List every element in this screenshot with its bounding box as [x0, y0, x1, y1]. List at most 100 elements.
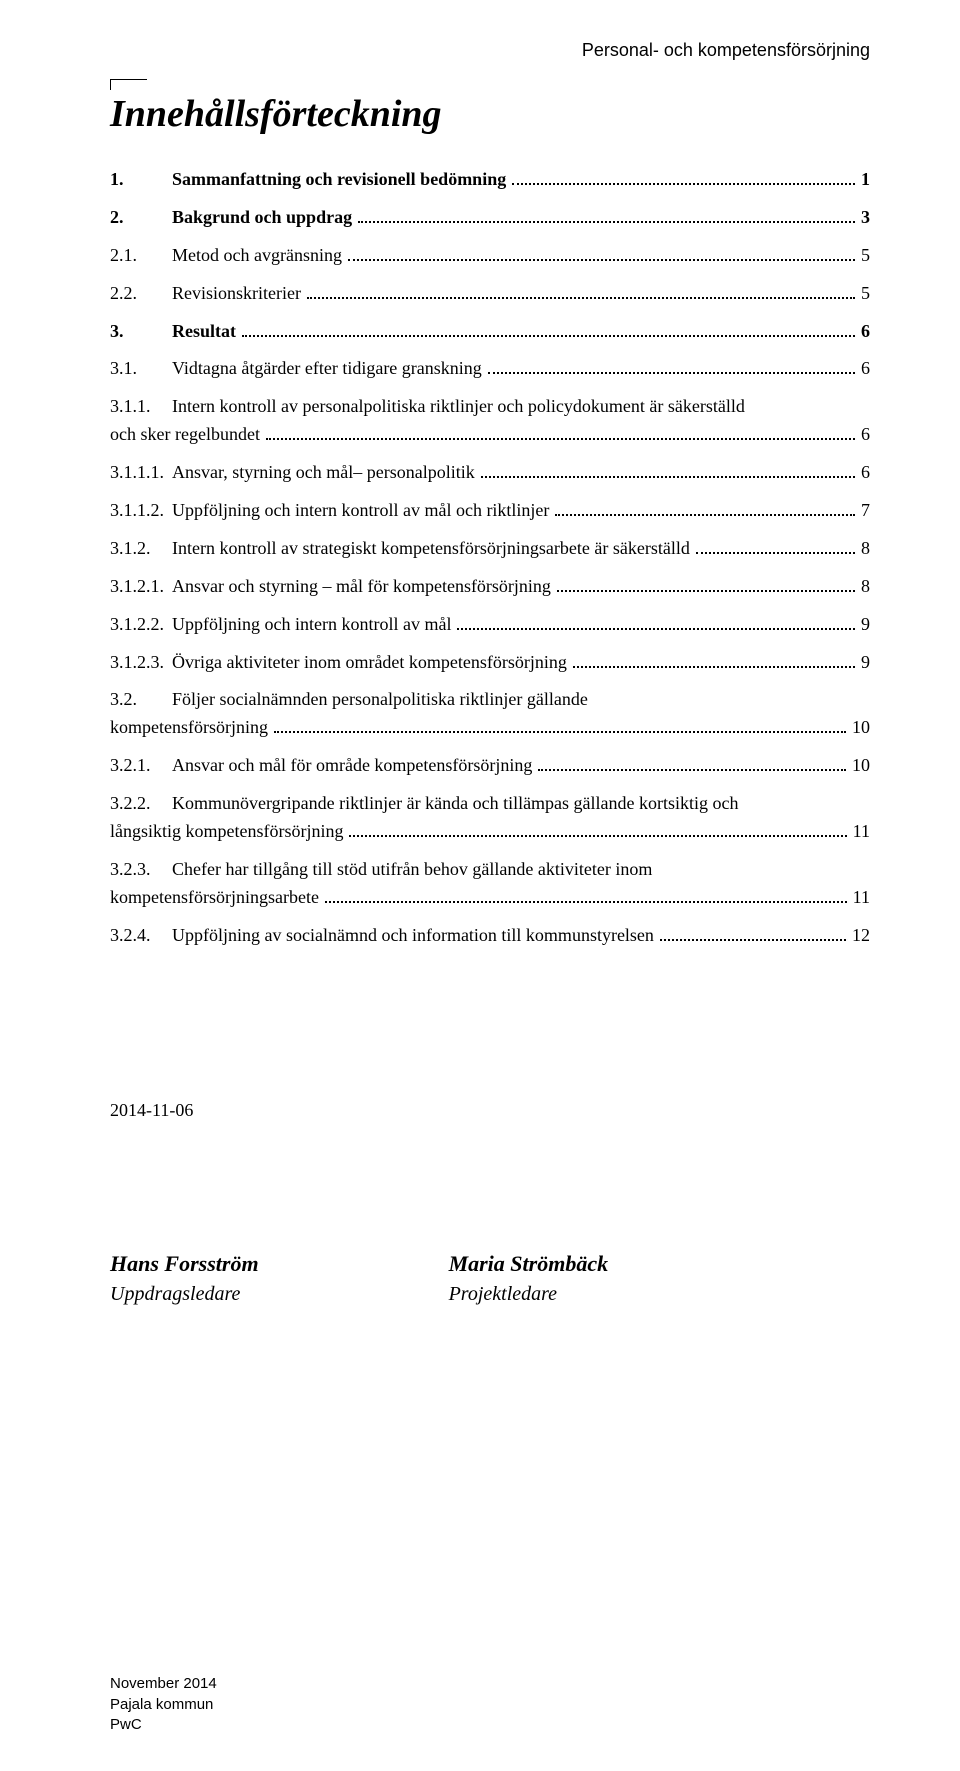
- toc-page-number: 6: [861, 421, 870, 449]
- document-date: 2014-11-06: [110, 1100, 870, 1121]
- toc-number: 3.2.2.: [110, 790, 172, 818]
- header-right: Personal- och kompetensförsörjning: [110, 40, 870, 61]
- toc-label: Uppföljning av socialnämnd och informati…: [172, 922, 654, 950]
- toc-leader-dots: [348, 258, 855, 261]
- toc-line: 3.1.2.2.Uppföljning och intern kontroll …: [110, 611, 870, 639]
- toc-entry: 2.Bakgrund och uppdrag3: [110, 204, 870, 232]
- toc-label: kompetensförsörjningsarbete: [110, 884, 319, 912]
- toc-line: 3.2.2.Kommunövergripande riktlinjer är k…: [110, 790, 870, 818]
- toc-leader-dots: [325, 900, 847, 903]
- toc-number: 1.: [110, 166, 172, 194]
- toc-page-number: 5: [861, 280, 870, 308]
- toc-page-number: 10: [852, 714, 870, 742]
- toc-entry: 3.1.2.Intern kontroll av strategiskt kom…: [110, 535, 870, 563]
- toc-page-number: 8: [861, 535, 870, 563]
- toc-entry: 3.1.2.3.Övriga aktiviteter inom området …: [110, 649, 870, 677]
- toc-line: 3.2.1.Ansvar och mål för område kompeten…: [110, 752, 870, 780]
- toc-entry: 3.1.Vidtagna åtgärder efter tidigare gra…: [110, 355, 870, 383]
- toc-label: Intern kontroll av strategiskt kompetens…: [172, 535, 690, 563]
- toc-label: Ansvar och mål för område kompetensförsö…: [172, 752, 532, 780]
- toc-number: 3.1.2.2.: [110, 611, 172, 639]
- page-footer: November 2014 Pajala kommun PwC: [110, 1674, 217, 1735]
- toc-line: 3.1.2.Intern kontroll av strategiskt kom…: [110, 535, 870, 563]
- toc-label: Bakgrund och uppdrag: [172, 204, 352, 232]
- toc-line: 3.1.1.1.Ansvar, styrning och mål– person…: [110, 459, 870, 487]
- toc-page-number: 11: [853, 884, 870, 912]
- toc-page-number: 11: [853, 818, 870, 846]
- toc-label: Övriga aktiviteter inom området kompeten…: [172, 649, 567, 677]
- toc-entry: 3.1.1.Intern kontroll av personalpolitis…: [110, 393, 870, 449]
- toc-label: Resultat: [172, 318, 236, 346]
- toc-line: kompetensförsörjning 10: [110, 714, 870, 742]
- toc-leader-dots: [696, 551, 855, 554]
- footer-line: Pajala kommun: [110, 1695, 217, 1715]
- toc-line: 3.1.2.1.Ansvar och styrning – mål för ko…: [110, 573, 870, 601]
- toc-number: 3.1.2.1.: [110, 573, 172, 601]
- toc-page-number: 6: [861, 355, 870, 383]
- toc-leader-dots: [242, 334, 855, 337]
- toc-number: 3.: [110, 318, 172, 346]
- signatures: Hans Forsström Uppdragsledare Maria Strö…: [110, 1251, 870, 1306]
- footer-line: November 2014: [110, 1674, 217, 1694]
- toc-number: 3.2.: [110, 686, 172, 714]
- toc-label: Uppföljning och intern kontroll av mål o…: [172, 497, 549, 525]
- toc-leader-dots: [358, 220, 855, 223]
- toc-leader-dots: [660, 938, 846, 941]
- toc-line: 1.Sammanfattning och revisionell bedömni…: [110, 166, 870, 194]
- toc-line: 2.Bakgrund och uppdrag3: [110, 204, 870, 232]
- toc-page-number: 5: [861, 242, 870, 270]
- signature-right: Maria Strömbäck Projektledare: [449, 1251, 609, 1306]
- toc-page-number: 6: [861, 459, 870, 487]
- table-of-contents: 1.Sammanfattning och revisionell bedömni…: [110, 166, 870, 950]
- toc-line: 3.1.1.Intern kontroll av personalpolitis…: [110, 393, 870, 421]
- toc-label: Sammanfattning och revisionell bedömning: [172, 166, 506, 194]
- toc-label: Uppföljning och intern kontroll av mål: [172, 611, 451, 639]
- toc-entry: 1.Sammanfattning och revisionell bedömni…: [110, 166, 870, 194]
- toc-page-number: 1: [861, 166, 870, 194]
- toc-page-number: 7: [861, 497, 870, 525]
- document-page: Personal- och kompetensförsörjning Inneh…: [0, 0, 960, 1771]
- toc-page-number: 8: [861, 573, 870, 601]
- toc-number: 2.1.: [110, 242, 172, 270]
- toc-label: långsiktig kompetensförsörjning: [110, 818, 343, 846]
- toc-label: Intern kontroll av personalpolitiska rik…: [172, 396, 745, 416]
- toc-number: 3.1.1.2.: [110, 497, 172, 525]
- toc-number: 2.: [110, 204, 172, 232]
- toc-label: kompetensförsörjning: [110, 714, 268, 742]
- toc-line: 3.1.2.3.Övriga aktiviteter inom området …: [110, 649, 870, 677]
- toc-label: Chefer har tillgång till stöd utifrån be…: [172, 859, 652, 879]
- toc-label: Kommunövergripande riktlinjer är kända o…: [172, 793, 739, 813]
- toc-page-number: 9: [861, 611, 870, 639]
- page-title: Innehållsförteckning: [110, 92, 870, 136]
- toc-leader-dots: [266, 437, 855, 440]
- toc-number: 3.1.1.1.: [110, 459, 172, 487]
- toc-entry: 2.2.Revisionskriterier5: [110, 280, 870, 308]
- toc-page-number: 6: [861, 318, 870, 346]
- toc-line: 3.1.Vidtagna åtgärder efter tidigare gra…: [110, 355, 870, 383]
- toc-line: långsiktig kompetensförsörjning 11: [110, 818, 870, 846]
- toc-entry: 3.1.1.2.Uppföljning och intern kontroll …: [110, 497, 870, 525]
- toc-leader-dots: [573, 665, 855, 668]
- toc-number: 3.2.3.: [110, 856, 172, 884]
- toc-leader-dots: [457, 627, 855, 630]
- toc-number: 3.2.4.: [110, 922, 172, 950]
- toc-entry: 3.Resultat 6: [110, 318, 870, 346]
- toc-number: 3.1.2.3.: [110, 649, 172, 677]
- toc-number: 3.1.1.: [110, 393, 172, 421]
- toc-entry: 2.1.Metod och avgränsning5: [110, 242, 870, 270]
- toc-entry: 3.2.2.Kommunövergripande riktlinjer är k…: [110, 790, 870, 846]
- toc-line: och sker regelbundet6: [110, 421, 870, 449]
- toc-number: 3.1.2.: [110, 535, 172, 563]
- toc-line: 3.Resultat 6: [110, 318, 870, 346]
- toc-entry: 3.2.4.Uppföljning av socialnämnd och inf…: [110, 922, 870, 950]
- toc-leader-dots: [512, 182, 855, 185]
- toc-line: 3.1.1.2.Uppföljning och intern kontroll …: [110, 497, 870, 525]
- toc-leader-dots: [557, 589, 855, 592]
- toc-page-number: 9: [861, 649, 870, 677]
- toc-number: 3.1.: [110, 355, 172, 383]
- toc-leader-dots: [481, 475, 855, 478]
- toc-number: 2.2.: [110, 280, 172, 308]
- toc-entry: 3.1.2.2.Uppföljning och intern kontroll …: [110, 611, 870, 639]
- toc-leader-dots: [488, 371, 855, 374]
- toc-line: kompetensförsörjningsarbete 11: [110, 884, 870, 912]
